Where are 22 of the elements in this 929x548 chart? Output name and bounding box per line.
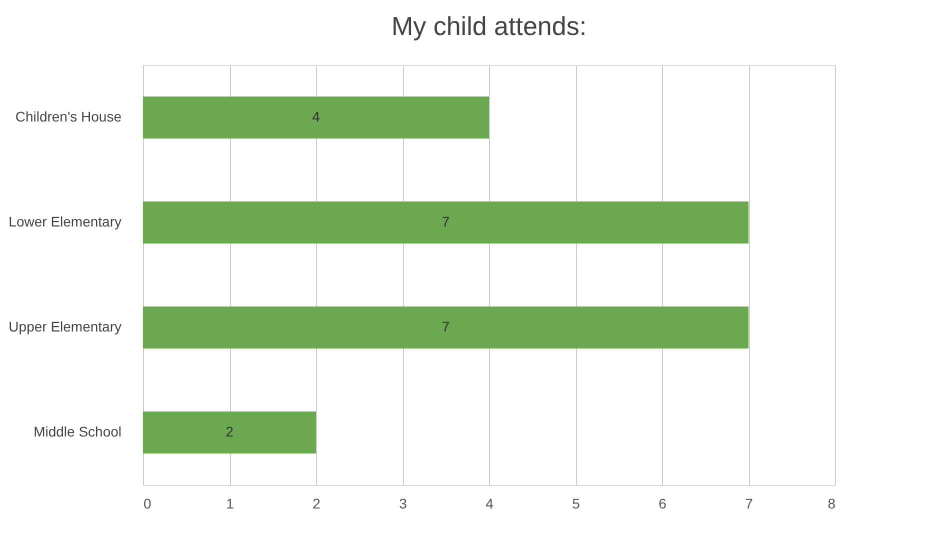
bar <box>143 96 489 138</box>
data-label: 7 <box>442 214 450 230</box>
chart-title: My child attends: <box>391 11 587 41</box>
x-tick-label: 2 <box>312 496 321 512</box>
y-tick-label: Middle School <box>34 424 122 440</box>
x-tick-label: 8 <box>828 496 836 512</box>
data-label: 2 <box>226 424 234 440</box>
bar <box>143 412 316 454</box>
x-tick-label: 7 <box>745 496 754 512</box>
x-tick-label: 5 <box>572 496 580 512</box>
x-tick-label: 6 <box>658 496 667 512</box>
y-tick-label: Upper Elementary <box>8 318 122 334</box>
x-tick-label: 4 <box>486 496 494 512</box>
data-label: 7 <box>442 318 450 334</box>
y-tick-label: Lower Elementary <box>8 214 122 230</box>
x-tick-label: 0 <box>144 496 152 512</box>
x-tick-label: 3 <box>399 496 408 512</box>
y-tick-label: Children's House <box>15 108 122 124</box>
bar <box>143 202 748 244</box>
data-label: 4 <box>312 108 320 124</box>
bar <box>143 306 748 348</box>
x-tick-label: 1 <box>226 496 234 512</box>
